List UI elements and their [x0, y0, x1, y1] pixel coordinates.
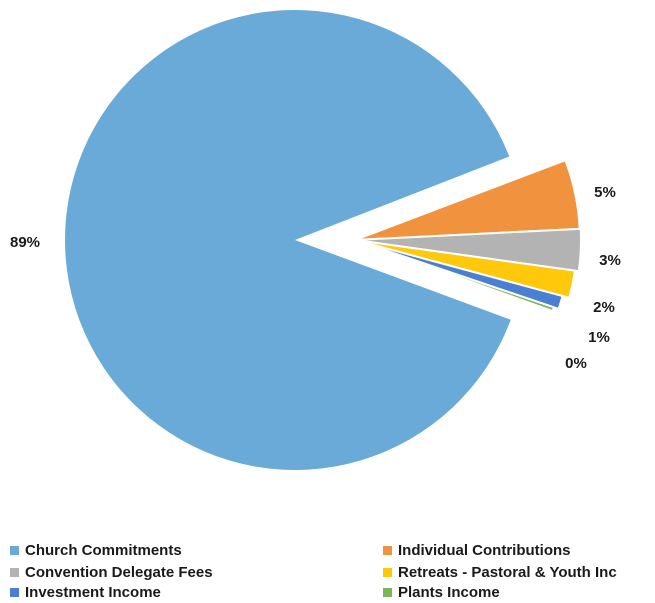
legend-item-retreats: Retreats - Pastoral & Youth Inc: [383, 564, 617, 581]
data-label-plants-income: 0%: [565, 355, 587, 372]
legend-swatch: [10, 568, 19, 577]
data-label-individual-contributions: 5%: [594, 184, 616, 201]
pie-chart: 89% 5% 3% 2% 1%0%: [10, 9, 621, 470]
legend-item-plants-income: Plants Income: [383, 584, 500, 601]
legend-label: Investment Income: [25, 584, 161, 601]
legend-swatch: [383, 588, 392, 597]
legend-item-convention-delegate-fees: Convention Delegate Fees: [10, 564, 213, 581]
legend-item-individual-contributions: Individual Contributions: [383, 542, 571, 559]
legend-swatch: [10, 588, 19, 597]
pie-slice-plants-income: [354, 239, 556, 313]
legend-item-investment-income: Investment Income: [10, 584, 161, 601]
data-label-church-commitments: 89%: [10, 234, 40, 251]
data-label-investment-income: 1%: [588, 329, 610, 346]
legend-label: Individual Contributions: [398, 542, 571, 559]
data-label-convention-delegate-fees: 3%: [599, 252, 621, 269]
legend-swatch: [10, 546, 19, 555]
legend-label: Retreats - Pastoral & Youth Inc: [398, 564, 617, 581]
pie-slice-convention-delegate-fees: [354, 227, 582, 273]
legend-label: Plants Income: [398, 584, 500, 601]
legend-label: Church Commitments: [25, 542, 182, 559]
data-label-retreats-pastoral-youth-inc: 2%: [593, 299, 615, 316]
legend-label: Convention Delegate Fees: [25, 564, 213, 581]
pie-slice-church-commitments: [64, 9, 511, 470]
legend-item-church-commitments: Church Commitments: [10, 542, 182, 559]
legend-swatch: [383, 546, 392, 555]
legend-swatch: [383, 568, 392, 577]
